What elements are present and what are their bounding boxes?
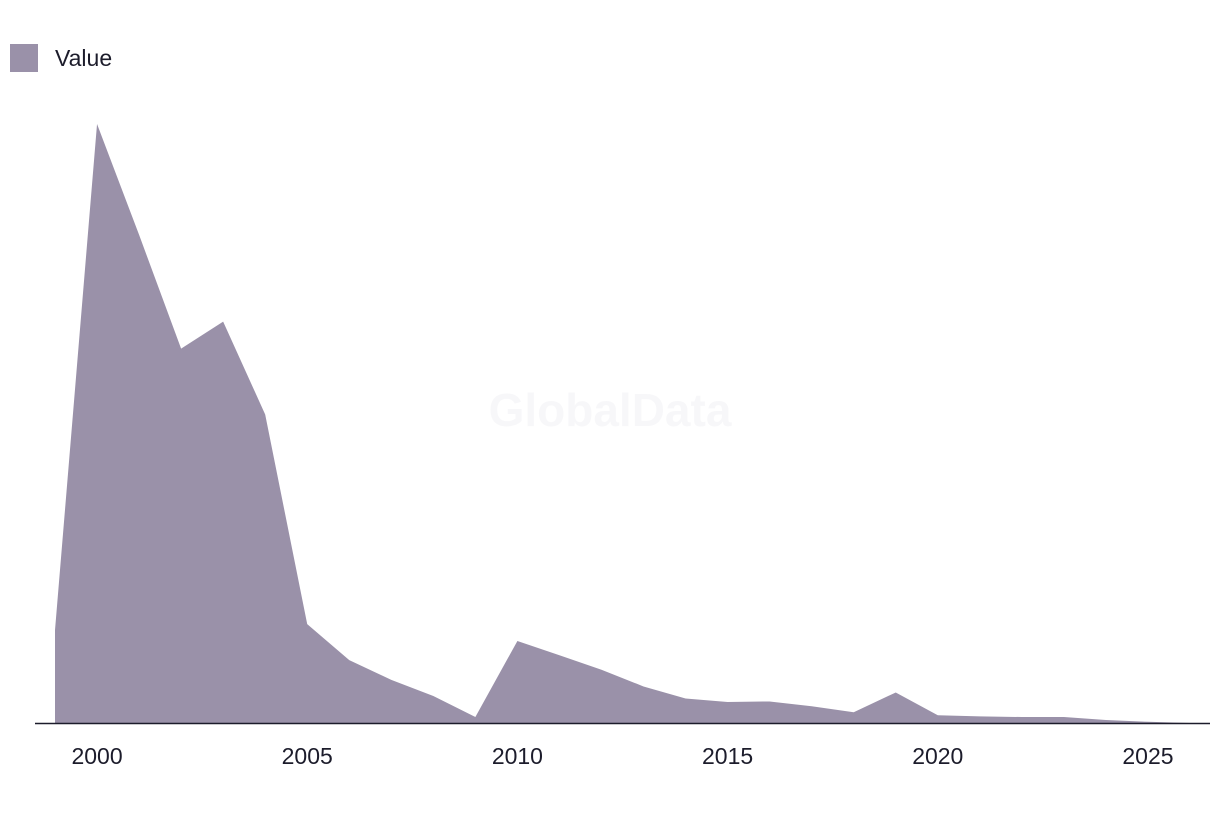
legend-label: Value <box>55 44 113 71</box>
series-area-value <box>55 124 1190 723</box>
x-axis-ticks: 2000 2005 2010 2015 2020 2025 <box>71 743 1173 769</box>
x-tick-label: 2000 <box>71 743 122 769</box>
chart-legend: Value <box>10 44 112 72</box>
x-tick-label: 2005 <box>282 743 333 769</box>
legend-swatch <box>10 44 38 72</box>
x-tick-label: 2010 <box>492 743 543 769</box>
x-tick-label: 2020 <box>912 743 963 769</box>
watermark-text: GlobalData <box>489 384 732 436</box>
area-layer <box>55 124 1190 723</box>
x-tick-label: 2015 <box>702 743 753 769</box>
x-tick-label: 2025 <box>1122 743 1173 769</box>
